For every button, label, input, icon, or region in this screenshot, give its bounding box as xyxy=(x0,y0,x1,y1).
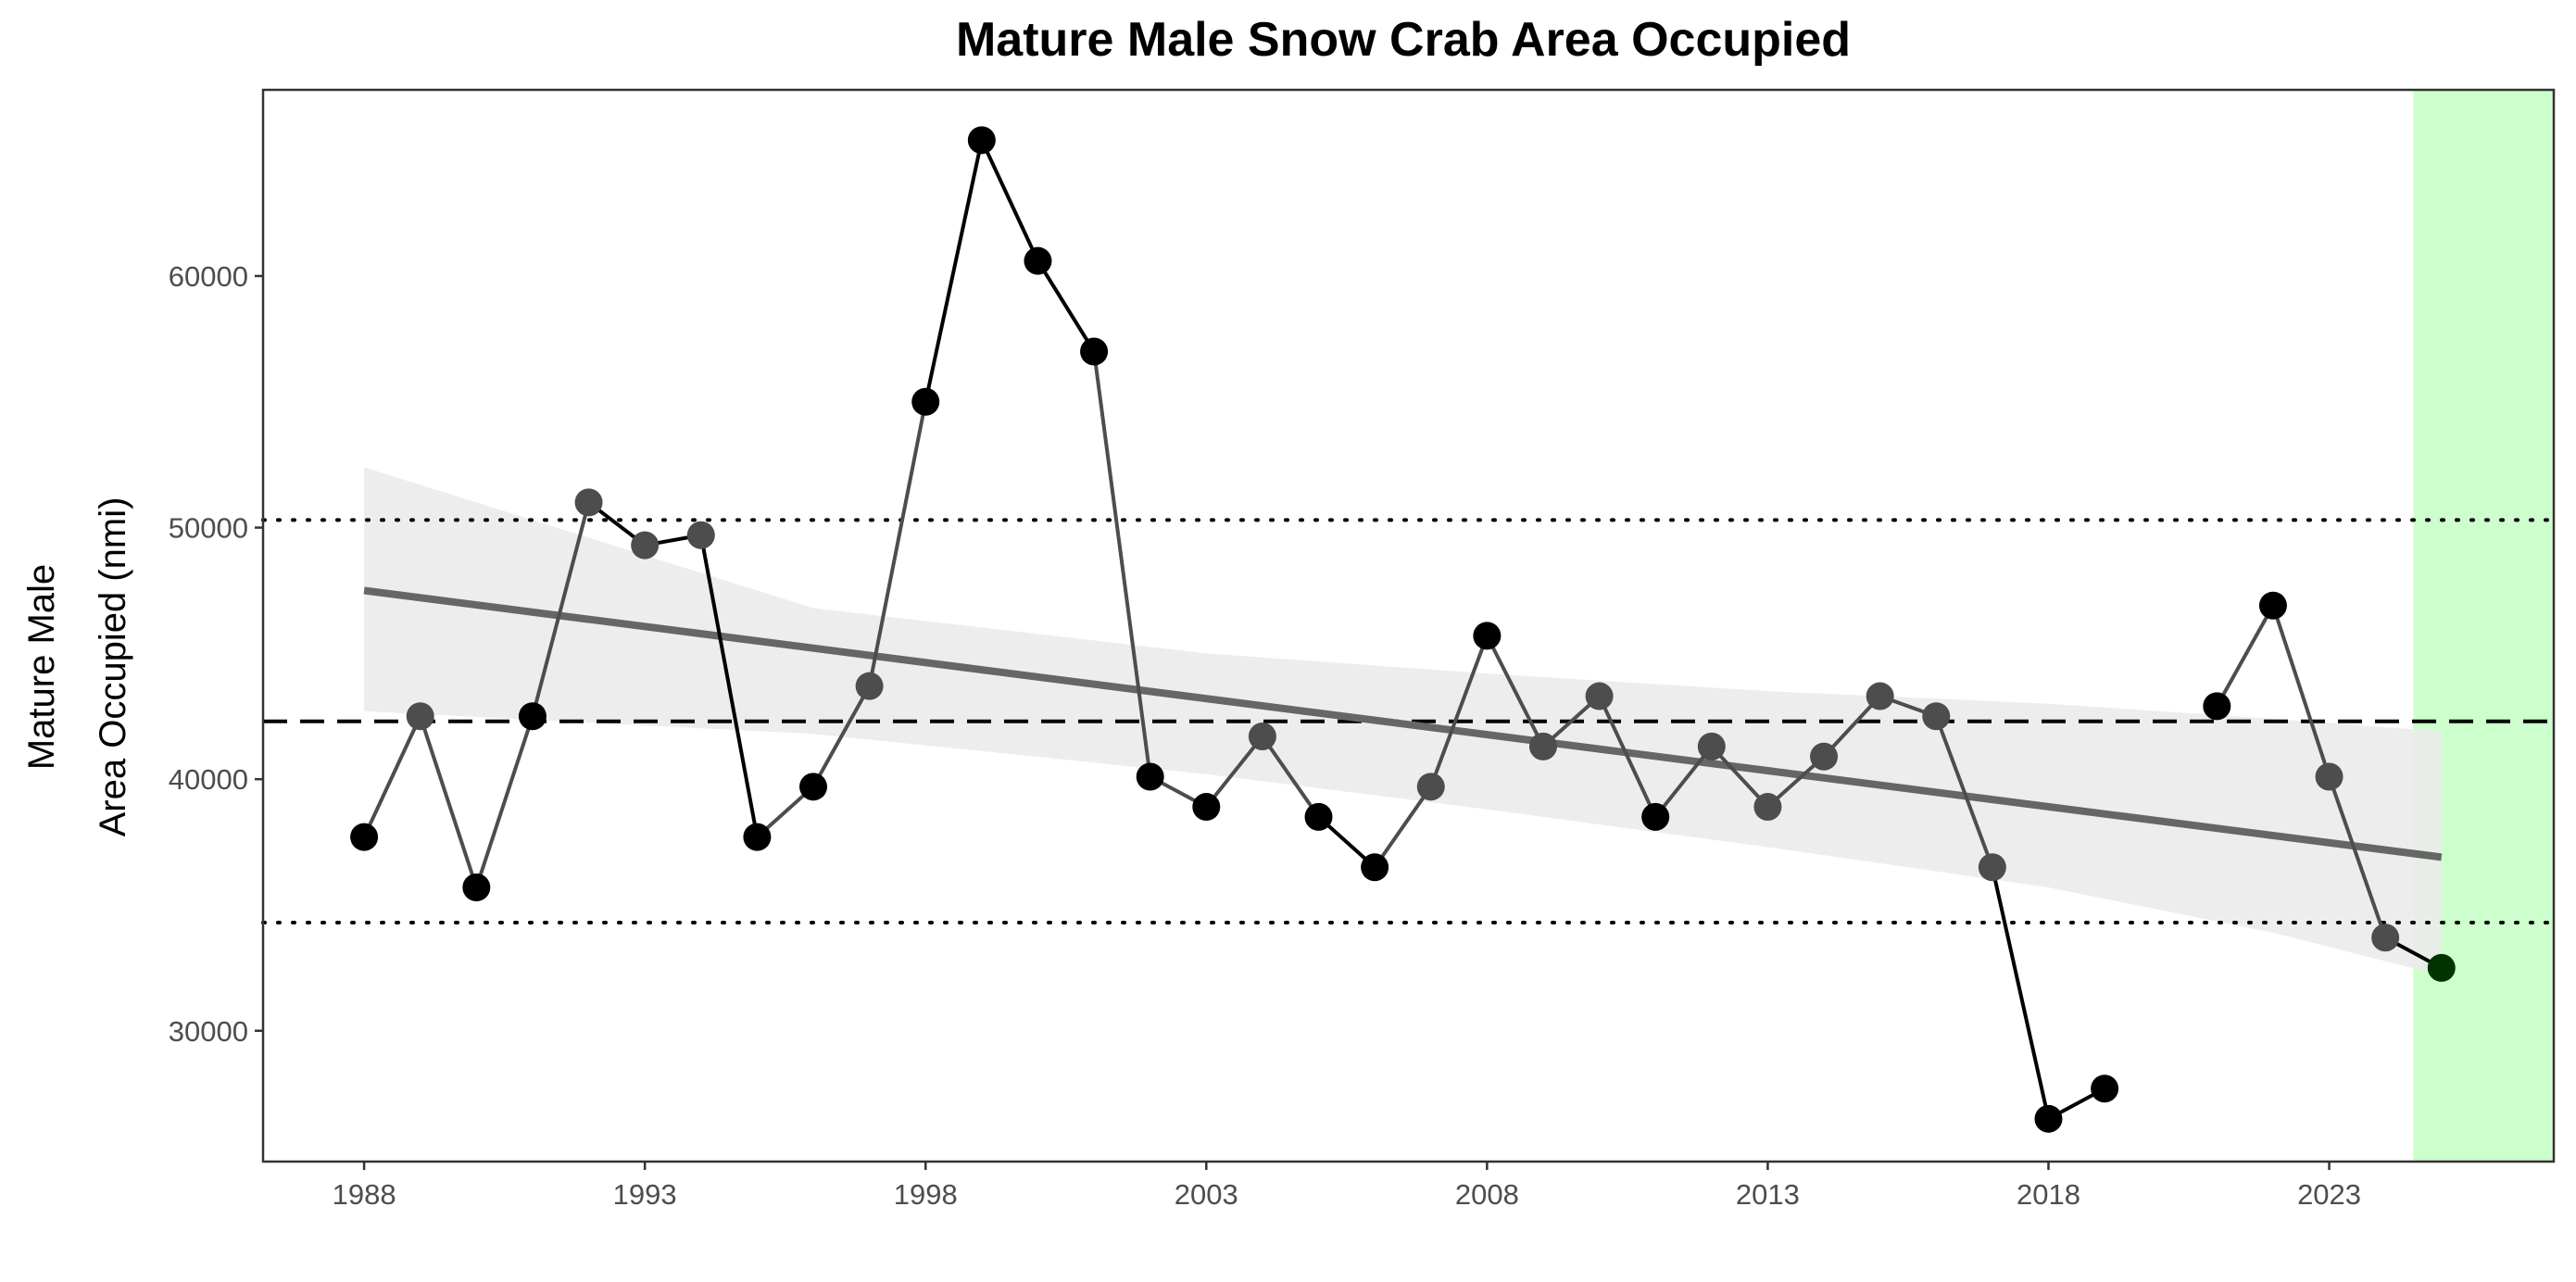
data-point xyxy=(1080,337,1109,366)
trend-line xyxy=(363,586,2443,861)
series-segment xyxy=(1373,786,1433,869)
x-tick-label: 2013 xyxy=(1736,1178,1800,1211)
data-point xyxy=(1922,702,1951,731)
series-segment xyxy=(867,401,928,687)
data-point xyxy=(2315,762,2344,791)
data-point xyxy=(2034,1104,2063,1133)
data-point xyxy=(350,823,379,851)
data-point xyxy=(406,702,434,731)
data-point xyxy=(1866,682,1894,710)
data-point xyxy=(967,126,996,155)
chart-title: Mature Male Snow Crab Area Occupied xyxy=(956,13,1851,67)
series-segment xyxy=(1092,351,1152,777)
highlight-region xyxy=(2413,90,2554,1162)
series-segment xyxy=(1597,695,1658,818)
series-segment xyxy=(980,139,1040,262)
y-tick-label: 30000 xyxy=(169,1015,248,1048)
plot-area xyxy=(261,90,2556,1162)
y-tick-label: 50000 xyxy=(169,512,248,545)
series-segment xyxy=(1653,745,1714,819)
data-point xyxy=(2427,953,2456,982)
series-segment xyxy=(2215,604,2275,708)
series-segment xyxy=(362,715,422,838)
data-point xyxy=(2091,1075,2119,1103)
data-point xyxy=(911,387,940,416)
series-segment xyxy=(924,139,984,403)
series-segment xyxy=(698,534,760,838)
series-segment xyxy=(1485,635,1545,748)
series-segment xyxy=(418,715,479,888)
data-point xyxy=(2371,924,2400,952)
data-point xyxy=(574,488,603,517)
data-point xyxy=(686,521,715,549)
data-point xyxy=(2258,591,2287,620)
y-axis-title-line-1: Mature Male xyxy=(21,564,62,770)
data-point xyxy=(518,702,547,731)
series-segment xyxy=(1934,715,1994,868)
y-tick-label: 40000 xyxy=(169,763,248,796)
x-tick-label: 2008 xyxy=(1455,1178,1519,1211)
series-segment xyxy=(2271,605,2331,778)
series-segment xyxy=(531,501,591,717)
data-point xyxy=(1248,723,1276,751)
data-point xyxy=(1473,622,1502,650)
data-point xyxy=(2203,692,2231,721)
data-point xyxy=(1304,802,1333,831)
series-segment xyxy=(1036,259,1096,353)
panel-border xyxy=(261,88,2556,1163)
data-point xyxy=(1024,246,1052,275)
series-segment xyxy=(1204,735,1264,809)
x-tick-label: 2023 xyxy=(2297,1178,2361,1211)
data-point xyxy=(1192,793,1221,822)
data-point xyxy=(1641,802,1670,831)
x-tick-label: 2003 xyxy=(1175,1178,1238,1211)
x-tick-label: 2018 xyxy=(2017,1178,2080,1211)
data-point xyxy=(1136,762,1164,791)
y-tick-label: 60000 xyxy=(169,260,248,293)
y-axis-title-line-2: Area Occupied (nmi) xyxy=(93,497,133,837)
data-point xyxy=(1585,682,1614,710)
series-segment xyxy=(474,715,534,888)
data-point xyxy=(1528,732,1557,760)
series-segment xyxy=(811,685,872,788)
data-point xyxy=(1978,853,2006,882)
series-segment xyxy=(2327,775,2388,938)
data-point xyxy=(799,773,828,801)
data-point xyxy=(1416,773,1445,801)
data-point xyxy=(1697,732,1726,760)
data-point xyxy=(631,531,660,559)
data-point xyxy=(855,672,884,700)
x-tick-label: 1993 xyxy=(613,1178,677,1211)
series-segment xyxy=(1990,866,2051,1120)
data-point xyxy=(743,823,772,851)
data-point xyxy=(1753,793,1782,822)
axes: 30000 40000 50000 60000 1988 1993 1998 2003 2008… xyxy=(169,88,2556,1211)
x-tick-label: 1988 xyxy=(333,1178,396,1211)
series-segment xyxy=(1261,735,1321,819)
data-point xyxy=(462,873,491,901)
x-tick-label: 1998 xyxy=(894,1178,958,1211)
data-point xyxy=(1810,742,1839,771)
series-segment xyxy=(1428,635,1489,788)
y-axis-title: Mature Male Area Occupied (nmi) xyxy=(21,497,133,837)
data-point xyxy=(1361,853,1389,882)
